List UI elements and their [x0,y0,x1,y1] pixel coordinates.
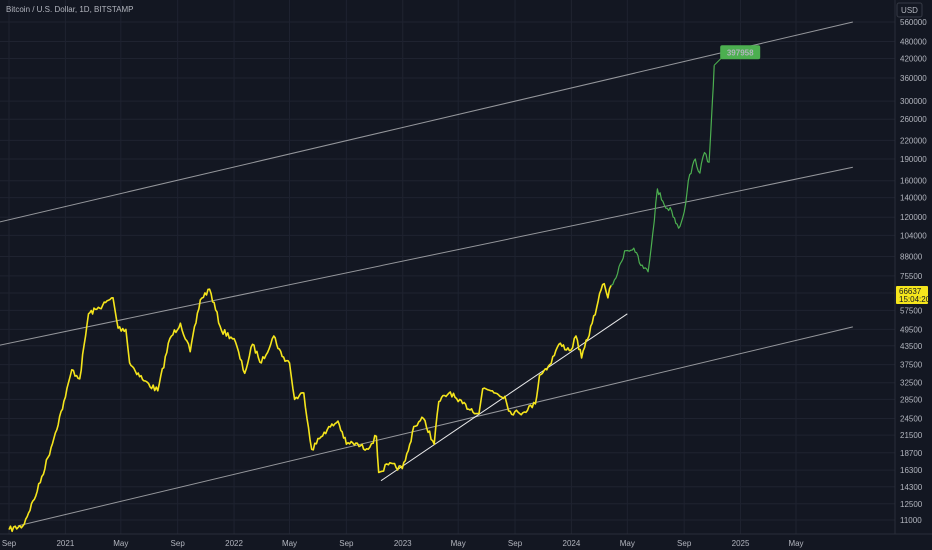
y-tick-label: 24500 [900,415,923,424]
chart-title: Bitcoin / U.S. Dollar, 1D, BITSTAMP [6,5,133,14]
y-tick-label: 18700 [900,449,923,458]
y-tick-label: 12500 [900,500,923,509]
overlay-layer: 397958 66637 15:04:20 [713,45,931,304]
target-label-text: 397958 [727,48,754,57]
y-tick-label: 260000 [900,115,927,124]
channel-line [0,166,853,346]
y-tick-label: 43500 [900,342,923,351]
grid-layer [0,0,895,534]
y-tick-label: 120000 [900,213,927,222]
price-tag-box [896,286,928,304]
x-tick-label: Sep [508,539,523,548]
currency-button-label[interactable]: USD [901,6,918,15]
y-tick-label: 14300 [900,483,923,492]
x-tick-label: 2022 [225,539,243,548]
y-tick-label: 28500 [900,395,923,404]
channel-line [0,21,853,223]
y-tick-label: 160000 [900,177,927,186]
y-tick-label: 88000 [900,253,923,262]
x-tick-label: 2021 [56,539,74,548]
y-tick-label: 11000 [900,516,922,525]
x-tick-label: May [282,539,297,548]
y-tick-label: 32500 [900,379,923,388]
y-tick-label: 360000 [900,74,927,83]
series-layer [8,65,715,533]
y-tick-label: 16300 [900,466,923,475]
x-tick-label: 2025 [732,539,750,548]
y-tick-label: 104000 [900,231,927,240]
x-tick-label: Sep [677,539,692,548]
price-tag: 66637 15:04:20 [896,286,931,304]
x-tick-label: May [788,539,803,548]
target-label-box [720,45,761,60]
y-tick-label: 37500 [900,361,923,370]
currency-button[interactable]: USD [896,2,923,18]
y-tick-label: 140000 [900,194,927,203]
target-label-pointer [713,56,723,66]
y-tick-label: 21500 [900,431,923,440]
x-tick-label: Sep [171,539,186,548]
currency-button-frame[interactable] [896,2,923,18]
x-tick-label: May [113,539,128,548]
y-tick-label: 220000 [900,136,927,145]
y-tick-label: 560000 [900,18,927,27]
x-tick-label: Sep [339,539,354,548]
x-tick-label: 2024 [563,539,581,548]
y-tick-label: 480000 [900,38,927,47]
y-tick-label: 57500 [900,306,923,315]
price-series-line [8,282,612,533]
y-tick-label: 420000 [900,54,927,63]
projection-series-line [610,65,715,287]
price-tag-value: 66637 [899,287,922,296]
target-label: 397958 [720,45,761,60]
x-tick-label: May [451,539,466,548]
x-tick-label: 2023 [394,539,412,548]
y-tick-label: 75500 [900,272,923,281]
y-tick-label: 190000 [900,155,927,164]
y-tick-label: 300000 [900,97,927,106]
x-tick-label: Sep [2,539,17,548]
price-tag-time: 15:04:20 [899,295,931,304]
x-tick-label: May [620,539,635,548]
y-tick-label: 49500 [900,325,923,334]
